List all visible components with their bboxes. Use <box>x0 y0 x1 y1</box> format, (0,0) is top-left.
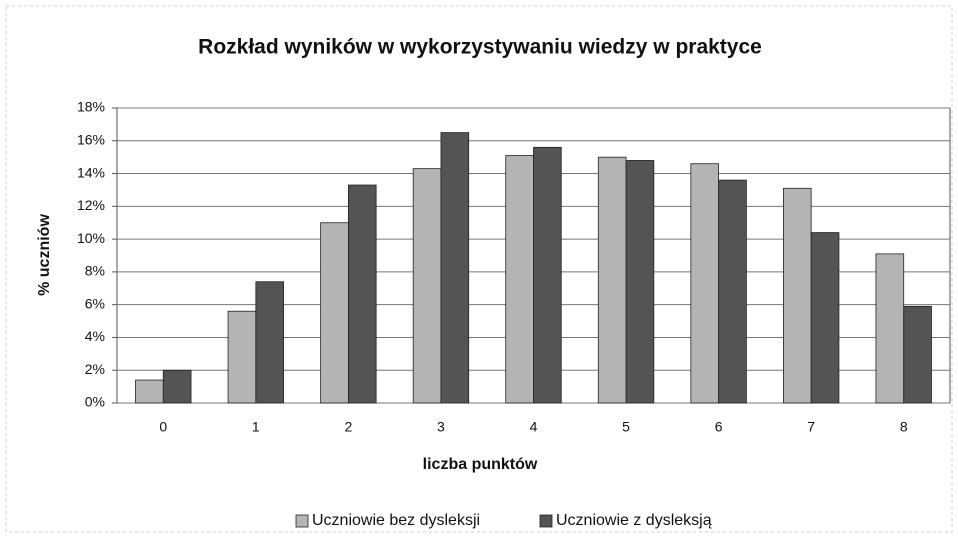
bar <box>347 184 377 404</box>
x-tick-label: 8 <box>900 419 908 435</box>
legend-label: Uczniowie bez dysleksji <box>312 512 480 529</box>
x-tick-label: 1 <box>252 419 260 435</box>
bar <box>903 305 932 404</box>
bar <box>162 369 192 404</box>
x-axis-title: liczba punktów <box>423 456 538 473</box>
y-tick-label: 16% <box>77 131 105 147</box>
bar <box>718 179 747 404</box>
chart-title: Rozkład wyników w wykorzystywaniu wiedzy… <box>198 36 762 59</box>
y-tick-label: 2% <box>85 361 105 377</box>
x-tick-label: 5 <box>622 419 630 435</box>
bar <box>320 222 349 404</box>
bar <box>440 132 470 404</box>
bar <box>412 168 442 404</box>
y-tick-label: 12% <box>77 197 105 213</box>
bar <box>505 155 534 404</box>
bar <box>625 160 655 404</box>
legend-swatch <box>539 514 553 528</box>
x-tick-label: 0 <box>159 419 167 435</box>
x-tick-label: 7 <box>807 419 815 435</box>
y-tick-label: 10% <box>77 230 105 246</box>
y-tick-label: 18% <box>77 99 105 115</box>
bar <box>255 281 284 404</box>
bar <box>690 163 720 404</box>
chart-frame <box>5 5 953 533</box>
bar <box>783 187 812 404</box>
x-tick-label: 4 <box>530 419 538 435</box>
x-tick-label: 3 <box>437 419 445 435</box>
legend-swatch <box>295 514 309 528</box>
x-tick-label: 2 <box>344 419 352 435</box>
x-tick-label: 6 <box>715 419 723 435</box>
y-tick-label: 14% <box>77 164 105 180</box>
y-tick-label: 6% <box>85 295 105 311</box>
y-axis-title: % uczniów <box>36 214 53 296</box>
bar <box>135 379 164 404</box>
bar <box>533 146 562 404</box>
y-tick-label: 4% <box>85 328 105 344</box>
bar <box>875 253 905 404</box>
y-tick-label: 8% <box>85 263 105 279</box>
legend-label: Uczniowie z dysleksją <box>556 512 712 529</box>
y-tick-label: 0% <box>85 394 105 410</box>
bar <box>227 310 257 404</box>
bar <box>810 232 840 404</box>
bar <box>597 156 627 404</box>
